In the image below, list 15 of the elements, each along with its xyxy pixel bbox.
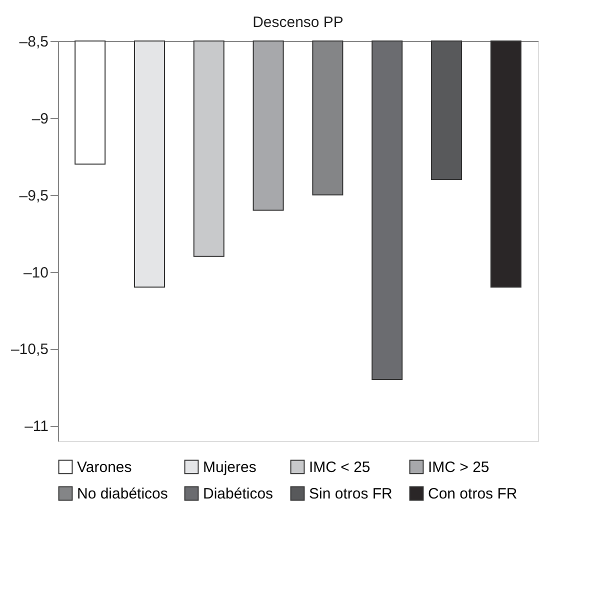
legend-label: IMC > 25: [428, 458, 490, 476]
legend-label: Mujeres: [203, 458, 256, 476]
legend-label: Con otros FR: [428, 486, 518, 502]
y-tick-label: –8,5: [19, 34, 48, 50]
y-tick-label: –10: [23, 264, 48, 282]
y-tick-label: –10,5: [10, 341, 48, 358]
y-tick-label: –9,5: [19, 187, 48, 204]
legend-label: Sin otros FR: [309, 486, 393, 502]
legend-label: Diabéticos: [203, 486, 274, 502]
legend-label: No diabéticos: [77, 486, 168, 502]
chart-title: Descenso PP: [252, 14, 344, 31]
y-tick-label: –11: [24, 418, 48, 436]
legend-label: IMC < 25: [309, 458, 370, 476]
legend-label: Varones: [77, 458, 132, 476]
y-tick-label: –9: [32, 110, 48, 128]
